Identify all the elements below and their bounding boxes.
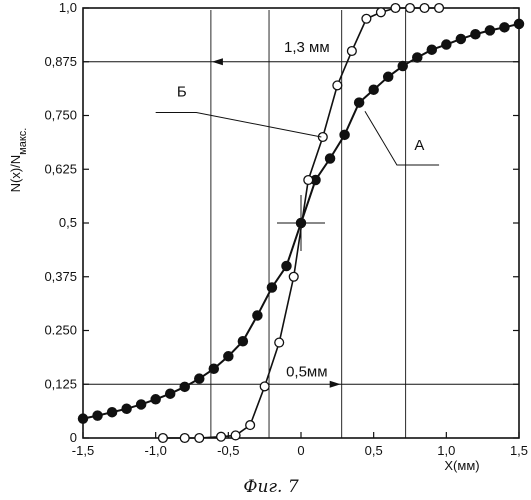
figure-caption: Фиг. 7 — [243, 477, 298, 497]
y-tick-label: 0,125 — [44, 376, 77, 391]
data-point-a — [224, 352, 233, 361]
data-point-a — [427, 45, 436, 54]
data-point-b — [391, 4, 400, 13]
data-point-b — [180, 434, 189, 443]
data-point-b — [159, 434, 168, 443]
annotation-0-5mm: 0,5мм — [286, 363, 327, 380]
data-point-a — [180, 382, 189, 391]
data-point-b — [347, 47, 356, 56]
data-point-a — [282, 261, 291, 270]
data-point-b — [231, 431, 240, 440]
data-point-b — [406, 4, 415, 13]
arrow-0-5mm — [330, 381, 341, 388]
leader-series-b — [156, 112, 322, 137]
data-point-b — [289, 272, 298, 281]
data-point-b — [217, 432, 226, 441]
data-point-a — [78, 414, 87, 423]
y-tick-label: 0,625 — [44, 161, 77, 176]
data-point-a — [93, 411, 102, 420]
data-point-a — [456, 34, 465, 43]
ticks: 0 0,125 0.250 0,375 0,5 0,625 0,750 0,875 1,0 -1,… — [44, 0, 528, 458]
data-point-a — [151, 395, 160, 404]
y-tick-label: 0,375 — [44, 269, 77, 284]
label-series-b: Б — [177, 84, 187, 101]
data-point-a — [122, 404, 131, 413]
data-point-b — [246, 421, 255, 430]
data-point-a — [398, 61, 407, 70]
x-tick-label: 0 — [297, 443, 304, 458]
data-point-a — [340, 130, 349, 139]
y-tick-label: 0,750 — [44, 108, 77, 123]
x-tick-label: -0,5 — [217, 443, 239, 458]
y-tick-label: 0,5 — [59, 215, 77, 230]
data-point-b — [195, 434, 204, 443]
data-point-a — [296, 218, 305, 227]
data-point-a — [369, 85, 378, 94]
data-point-a — [253, 311, 262, 320]
y-axis-label-sub: макс. — [17, 128, 29, 155]
y-tick-label: 0,875 — [44, 54, 77, 69]
data-point-a — [325, 154, 334, 163]
data-point-a — [384, 72, 393, 81]
leader-series-a — [365, 111, 439, 165]
data-point-a — [471, 30, 480, 39]
data-point-a — [267, 283, 276, 292]
data-point-b — [435, 4, 444, 13]
data-point-a — [137, 400, 146, 409]
data-point-b — [333, 81, 342, 90]
x-tick-label: 1,0 — [437, 443, 455, 458]
data-point-b — [362, 14, 371, 23]
data-point-a — [500, 23, 509, 32]
x-tick-label: 0,5 — [365, 443, 383, 458]
x-axis-label: X(мм) — [444, 458, 479, 473]
data-point-a — [238, 337, 247, 346]
data-point-a — [209, 364, 218, 373]
y-axis-label-main: N(x)/N — [8, 155, 23, 193]
data-point-b — [275, 338, 284, 347]
data-point-b — [377, 8, 386, 17]
y-tick-label: 0.250 — [44, 323, 77, 338]
data-point-a — [355, 98, 364, 107]
arrow-1-3mm — [212, 58, 223, 65]
data-point-a — [413, 53, 422, 62]
data-point-b — [304, 176, 313, 185]
x-tick-label: -1,0 — [144, 443, 166, 458]
data-point-a — [166, 389, 175, 398]
y-tick-label: 1,0 — [59, 0, 77, 15]
data-point-a — [107, 408, 116, 417]
annotations: 1,3 мм 0,5мм Б А — [156, 39, 439, 381]
label-series-a: А — [414, 137, 424, 154]
data-point-a — [514, 19, 523, 28]
x-tick-label: 1,5 — [510, 443, 528, 458]
data-point-b — [420, 4, 429, 13]
y-axis-label: N(x)/Nмакс. — [8, 128, 29, 193]
data-point-a — [442, 40, 451, 49]
data-point-a — [485, 26, 494, 35]
x-tick-label: -1,5 — [72, 443, 94, 458]
data-point-b — [260, 382, 269, 391]
data-point-a — [195, 374, 204, 383]
annotation-1-3mm: 1,3 мм — [284, 39, 330, 56]
